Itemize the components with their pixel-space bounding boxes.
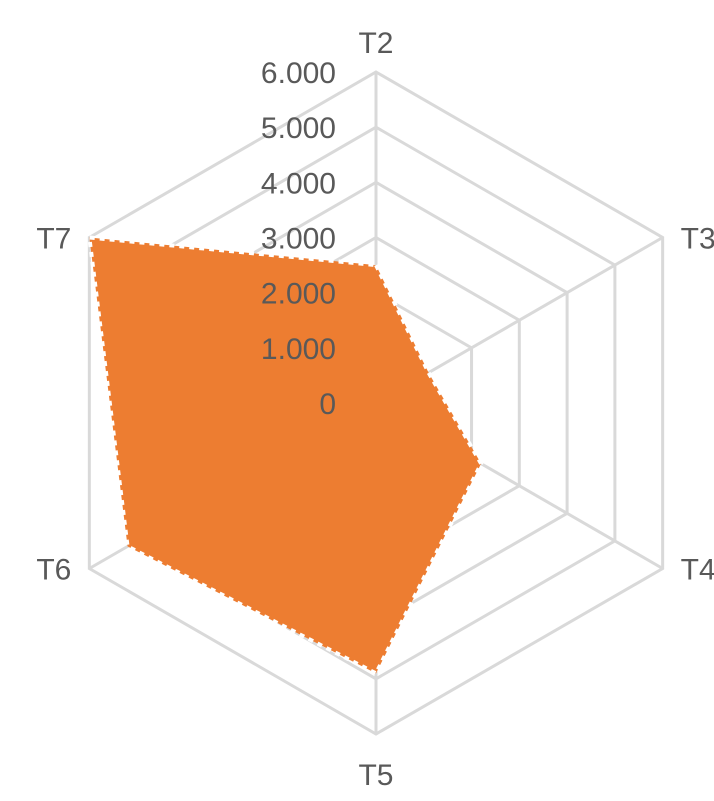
tick-label-2: 2.000: [261, 278, 336, 311]
tick-label-0: 0: [319, 388, 336, 421]
category-label-T5: T5: [358, 759, 393, 792]
tick-label-3: 3.000: [261, 223, 336, 256]
category-label-T3: T3: [681, 223, 714, 256]
tick-label-4: 4.000: [261, 167, 336, 200]
tick-label-5: 5.000: [261, 112, 336, 145]
category-label-T6: T6: [36, 554, 71, 587]
tick-labels: 0 1.000 2.000 3.000 4.000 5.000 6.000: [261, 57, 336, 421]
series-layer: [87, 235, 484, 677]
category-label-T4: T4: [681, 554, 714, 587]
tick-label-6: 6.000: [261, 57, 336, 90]
tick-label-1: 1.000: [261, 333, 336, 366]
category-label-T7: T7: [36, 223, 71, 256]
category-label-T2: T2: [358, 27, 393, 60]
series-area-0: [87, 235, 484, 677]
category-labels: T2 T3 T4 T5 T6 T7: [36, 27, 714, 792]
